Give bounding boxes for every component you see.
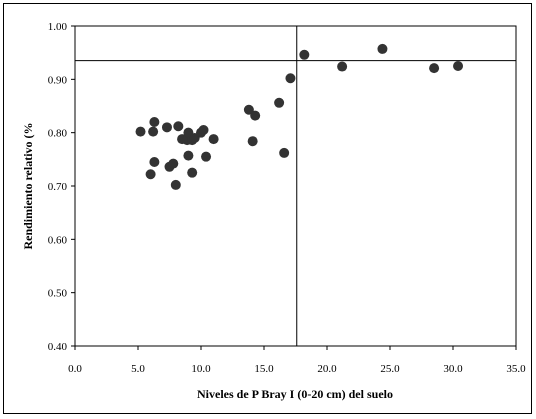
x-tick-label: 35.0 — [506, 363, 526, 375]
x-tick-label: 5.0 — [131, 363, 145, 375]
data-point — [149, 157, 160, 167]
data-point — [279, 147, 290, 158]
x-tick-label: 15.0 — [254, 363, 274, 375]
data-point — [299, 49, 310, 60]
y-axis-label: Rendimiento relativo (% — [21, 122, 35, 249]
data-point — [145, 169, 156, 180]
y-tick-label: 0.70 — [48, 181, 68, 193]
data-point — [243, 104, 254, 115]
data-point — [198, 125, 209, 135]
data-point — [135, 126, 146, 137]
y-axis-ticks: 0.40 0.50 0.60 0.70 0.80 0.90 1.00 — [48, 21, 75, 353]
data-point — [201, 151, 212, 162]
data-point — [148, 126, 159, 137]
y-tick-label: 0.40 — [48, 341, 68, 353]
reference-lines — [75, 26, 516, 346]
y-tick-label: 0.90 — [48, 74, 68, 86]
data-point — [337, 61, 348, 72]
data-point — [453, 61, 464, 71]
data-point — [183, 150, 194, 161]
data-point — [429, 63, 440, 74]
data-point — [161, 122, 172, 133]
x-tick-label: 20.0 — [317, 363, 337, 375]
y-tick-label: 0.50 — [48, 288, 68, 300]
x-tick-label: 25.0 — [380, 363, 400, 375]
data-point — [274, 97, 285, 108]
y-tick-label: 0.80 — [48, 128, 68, 140]
data-points — [135, 43, 464, 190]
data-point — [285, 73, 296, 84]
data-point — [247, 136, 258, 147]
data-point — [170, 179, 181, 190]
data-point — [208, 134, 219, 145]
y-tick-label: 0.60 — [48, 234, 68, 246]
data-point — [149, 117, 160, 127]
x-tick-label: 30.0 — [443, 363, 463, 375]
x-axis-ticks: 0.0 5.0 10.0 15.0 20.0 25.0 30.0 35.0 — [68, 346, 526, 375]
data-point — [377, 43, 388, 54]
y-tick-label: 1.00 — [48, 21, 68, 33]
data-point — [187, 167, 198, 178]
plot-area — [74, 25, 517, 347]
x-tick-label: 10.0 — [191, 363, 211, 375]
data-point — [173, 121, 184, 132]
data-point — [168, 158, 179, 169]
x-axis-label: Niveles de P Bray I (0-20 cm) del suelo — [197, 387, 393, 401]
data-point — [250, 110, 261, 121]
x-tick-label: 0.0 — [68, 363, 82, 375]
